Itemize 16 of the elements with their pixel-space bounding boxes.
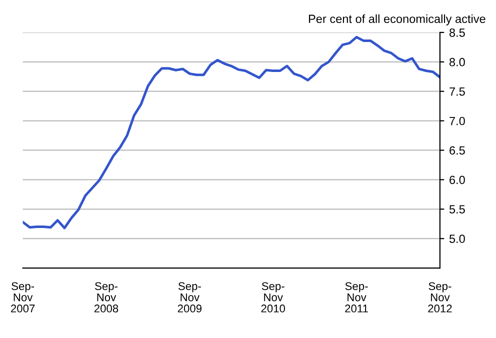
y-tick-label: 6.5 (450, 146, 465, 155)
x-tick-label: Sep- Nov 2009 (178, 282, 202, 312)
y-tick-label: 7.0 (450, 116, 465, 126)
line-series (22, 36, 440, 230)
y-tick-label: 8.5 (449, 28, 465, 37)
y-tick-label: 8.0 (449, 58, 465, 66)
y-tick-label: 5.5 (449, 205, 465, 214)
x-tick-label: Sep- Nov 2007 (11, 282, 35, 312)
y-tick-label: 7.5 (450, 88, 465, 96)
x-tick-label: Sep- Nov 2011 (345, 282, 368, 312)
x-tick-label: Sep- Nov 2010 (261, 282, 286, 312)
x-tick-label: Sep- Nov 2012 (428, 282, 452, 312)
x-tick-label: Sep- Nov 2008 (94, 282, 118, 312)
y-tick-label: 5.0 (449, 234, 465, 243)
y-axis-title: Per cent of all economically active (308, 14, 486, 26)
y-tick-label: 6.0 (450, 176, 465, 184)
